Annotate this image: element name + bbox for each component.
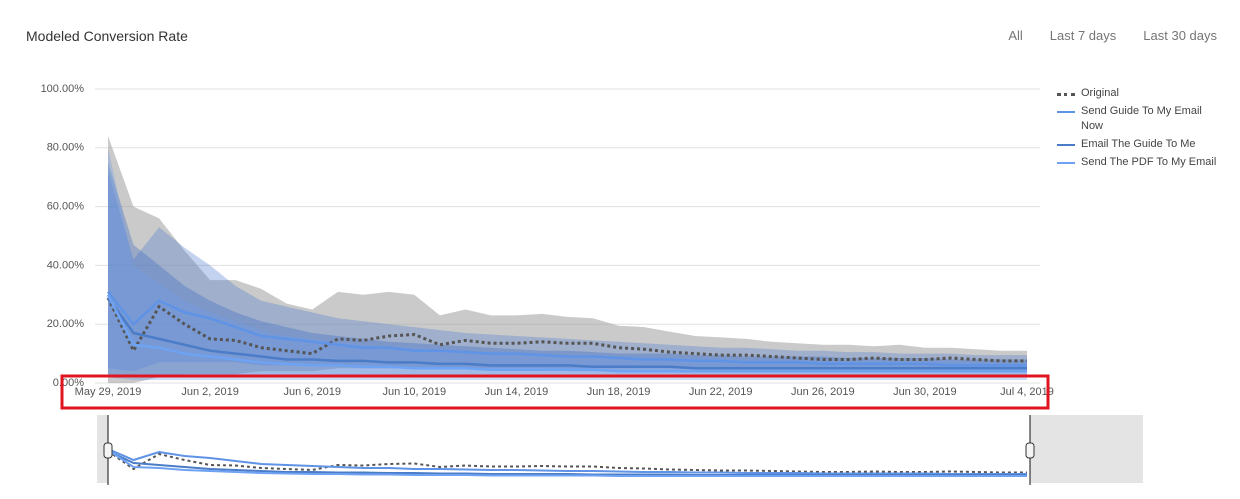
legend-label: Send Guide To My Email Now [1081,105,1202,132]
y-tick-label: 60.00% [47,201,85,213]
chart-title: Modeled Conversion Rate [26,28,188,44]
x-tick-label: Jun 2, 2019 [181,386,239,398]
legend-swatch [1057,93,1075,96]
legend-swatch [1057,111,1075,113]
navigator-handle[interactable] [103,442,113,459]
legend-item: Send The PDF To My Email [1055,155,1225,170]
y-tick-label: 20.00% [47,318,85,330]
confidence-band [108,147,1027,381]
range-button[interactable]: Last 30 days [1143,28,1217,43]
x-tick-label: Jun 10, 2019 [383,386,447,398]
series-line [106,294,1027,373]
legend-item: Original [1055,86,1225,101]
legend-swatch [1057,162,1075,164]
y-tick-label: 100.00% [41,83,85,95]
range-buttons: All Last 7 days Last 30 days [1008,28,1217,43]
legend-item: Send Guide To My Email Now [1055,104,1225,134]
x-tick-label: Jun 18, 2019 [587,386,651,398]
highlight-box [60,374,1050,410]
confidence-band [108,171,1027,372]
legend-swatch [1057,144,1075,146]
series-line [107,291,1027,367]
plot-area: 0.00%20.00%40.00%60.00%80.00%100.00%May … [41,83,1054,398]
x-tick-label: Jun 6, 2019 [283,386,341,398]
x-tick-label: Jun 14, 2019 [485,386,549,398]
legend-item: Email The Guide To Me [1055,137,1225,152]
legend-label: Email The Guide To Me [1081,138,1196,150]
legend-label: Send The PDF To My Email [1081,156,1217,168]
series-line [106,296,1027,370]
legend: Original Send Guide To My Email Now Email … [1055,86,1225,173]
y-tick-label: 40.00% [47,259,85,271]
range-button[interactable]: All [1008,28,1023,43]
x-tick-label: Jun 22, 2019 [689,386,753,398]
legend-label: Original [1081,87,1119,99]
navigator-line [107,450,1027,474]
x-tick-label: May 29, 2019 [75,386,142,398]
x-tick-label: Jun 26, 2019 [791,386,855,398]
confidence-band [108,136,1027,383]
series-line [106,297,1027,363]
x-tick-label: Jun 30, 2019 [893,386,957,398]
x-tick-label: Jul 4, 2019 [1000,386,1054,398]
navigator-line [107,449,1027,477]
navigator-handle[interactable] [1025,442,1035,459]
navigator-line [107,448,1027,475]
range-button[interactable]: Last 7 days [1049,28,1117,43]
range-navigator[interactable] [97,415,1143,485]
y-tick-label: 80.00% [47,142,85,154]
